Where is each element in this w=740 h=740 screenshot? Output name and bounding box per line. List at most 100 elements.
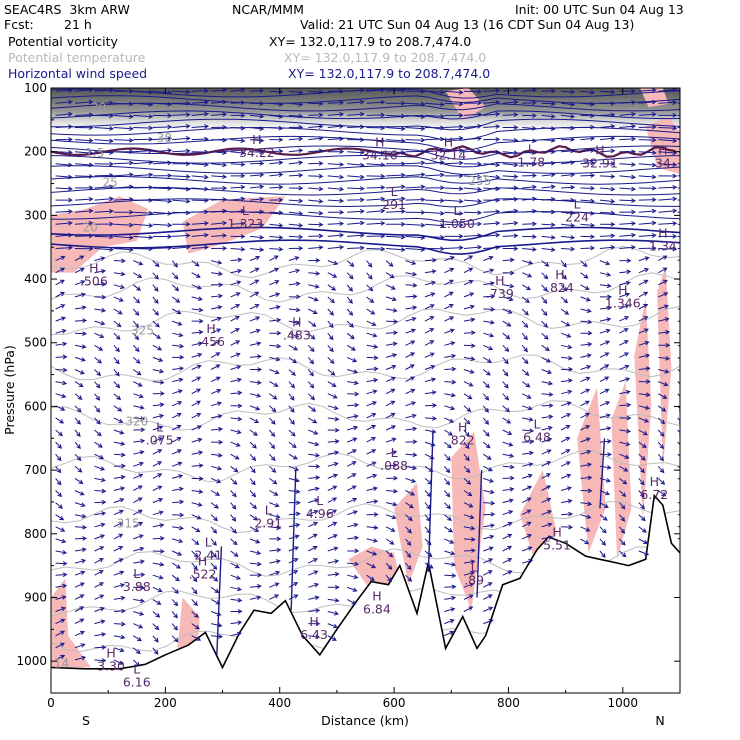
wind-arrow-919 [599, 413, 611, 419]
wind-arrow-867 [230, 403, 243, 409]
wind-arrow-1178 [521, 509, 532, 516]
wind-arrow-1150 [599, 502, 609, 508]
wind-arrow-365 [94, 221, 114, 227]
wind-arrow-1375 [444, 607, 456, 612]
wind-arrow-1312 [249, 572, 263, 578]
wind-arrow-119 [444, 124, 464, 130]
wind-arrow-156 [522, 138, 537, 144]
wind-arrow-1364 [74, 606, 85, 612]
wind-arrow-1129 [191, 502, 203, 507]
wind-arrow-910 [424, 416, 437, 421]
wind-arrow-932 [211, 426, 224, 432]
wind-arrow-1302 [55, 572, 68, 578]
wind-arrow-1081 [541, 473, 551, 479]
wind-arrow-1161 [191, 514, 202, 520]
wind-arrow-70 [133, 114, 154, 119]
wind-arrow-233 [94, 173, 114, 178]
wind-arrow-912 [463, 417, 471, 425]
wind-arrow-898 [191, 413, 202, 419]
wind-arrow-654 [580, 319, 593, 325]
wind-arrow-15 [347, 88, 365, 93]
wind-arrow-1409 [132, 647, 141, 655]
wind-arrow-492 [638, 256, 650, 262]
wind-arrow-1131 [230, 502, 237, 510]
wind-arrow-1141 [424, 502, 431, 510]
wind-arrow-22 [483, 88, 501, 94]
wind-arrow-136 [133, 136, 154, 142]
wind-arrow-1122 [55, 502, 63, 509]
wind-arrow-858 [55, 405, 66, 411]
contour-label-0: 25 [102, 176, 117, 190]
wind-arrow-646 [424, 316, 435, 322]
wind-arrow-1212 [561, 524, 574, 530]
extremum-h-5: H34 [655, 143, 671, 171]
wind-arrow-665 [152, 332, 161, 340]
wind-arrow-1287 [249, 561, 262, 567]
wind-arrow-921 [638, 417, 650, 423]
y-tick-label: 900 [24, 590, 47, 604]
wind-arrow-221 [502, 162, 519, 168]
wind-arrow-554 [560, 284, 568, 292]
wind-arrow-684 [521, 332, 528, 341]
wind-arrow-606 [288, 307, 301, 313]
wind-arrow-1108 [424, 490, 432, 498]
wind-arrow-1284 [191, 562, 198, 570]
x-end-left: S [82, 713, 90, 728]
wind-arrow-752 [561, 355, 573, 361]
wind-arrow-712 [424, 340, 435, 346]
wind-arrow-1004 [327, 450, 340, 456]
wind-arrow-123 [522, 125, 537, 131]
wind-arrow-719 [560, 344, 573, 350]
wind-arrow-1158 [133, 509, 143, 516]
y-tick-label: 1000 [16, 654, 47, 668]
wind-arrow-576 [346, 296, 353, 304]
wind-arrow-985 [599, 439, 612, 444]
wind-arrow-1404 [444, 630, 455, 637]
wind-arrow-1033 [249, 465, 256, 474]
wind-arrow-100 [74, 125, 94, 131]
pv-shade-6 [451, 431, 486, 611]
wind-arrow-73 [191, 111, 209, 117]
legend-wind-xy: XY= 132.0,117.9 to 208.7,474.0 [288, 66, 491, 81]
wind-arrow-432 [113, 247, 134, 252]
wind-arrow-259 [599, 174, 616, 179]
wind-arrow-1331 [171, 586, 179, 594]
wind-arrow-876 [405, 401, 417, 407]
extremum-h-21: H6.72 [640, 474, 668, 502]
wind-arrow-344 [327, 209, 345, 215]
wind-arrow-788 [619, 364, 630, 370]
wind-arrow-357 [580, 210, 596, 216]
wind-arrow-322 [541, 196, 556, 202]
wind-arrow-290 [561, 185, 576, 190]
wind-arrow-378 [347, 220, 365, 226]
extremum-type: H [106, 646, 115, 661]
wind-arrow-299 [94, 196, 114, 202]
wind-arrow-543 [346, 284, 353, 292]
wind-arrow-703 [249, 341, 262, 346]
wind-arrow-1310 [210, 574, 219, 582]
upper-contour-5 [51, 176, 680, 185]
wind-arrow-305 [211, 197, 228, 202]
wind-arrow-467 [152, 260, 160, 268]
wind-arrow-1062 [172, 474, 184, 479]
wind-arrow-145 [308, 136, 324, 141]
wind-arrow-191 [561, 148, 576, 154]
wind-arrow-615 [463, 304, 475, 310]
wind-arrow-171 [172, 148, 191, 154]
wind-arrow-865 [191, 400, 202, 407]
wind-arrow-954 [638, 429, 648, 436]
wind-arrow-337 [191, 209, 209, 215]
wind-arrow-146 [327, 136, 345, 142]
wind-arrow-501 [171, 272, 179, 280]
wind-arrow-334 [133, 210, 154, 216]
extremum-value: 1.050 [439, 216, 475, 231]
wind-arrow-669 [230, 328, 240, 334]
wind-arrow-388 [541, 222, 556, 228]
wind-arrow-1247 [638, 538, 649, 545]
wind-arrow-689 [619, 328, 629, 334]
wind-arrow-275 [269, 184, 284, 190]
wind-arrow-909 [405, 413, 417, 419]
extremum-h-25: H.522 [189, 553, 217, 581]
wind-arrow-242 [269, 172, 284, 178]
